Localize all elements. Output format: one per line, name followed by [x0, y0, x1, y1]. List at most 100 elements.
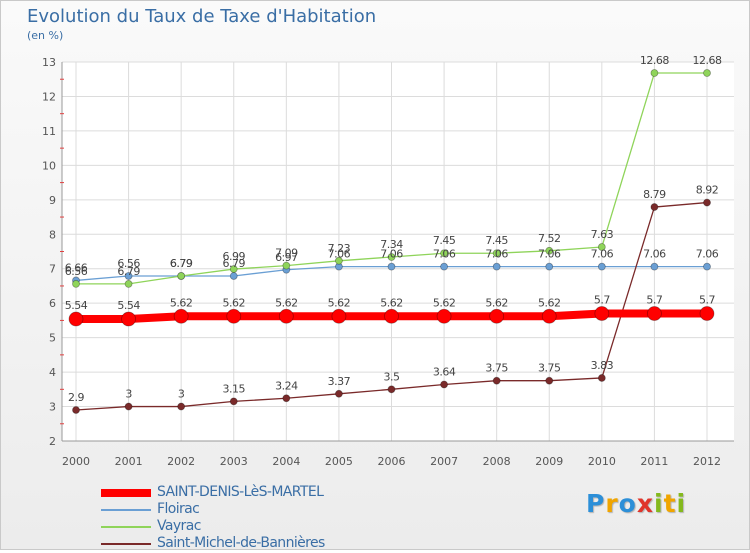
data-label: 3.75 [538, 362, 561, 375]
legend-label-saint-michel: Saint-Michel-de-Bannières [157, 535, 325, 551]
data-label: 6.66 [65, 261, 88, 274]
data-point [278, 308, 294, 324]
data-label: 5.62 [170, 296, 193, 309]
data-label: 6.56 [65, 265, 88, 278]
x-tick-label: 2004 [272, 455, 300, 468]
legend-swatch-vayrac [101, 526, 151, 528]
data-label: 5.62 [380, 296, 403, 309]
data-point [124, 402, 133, 411]
logo-letter: r [605, 489, 619, 518]
legend-swatch-saint-michel [101, 543, 151, 545]
proxiti-logo: Proxiti [586, 489, 686, 518]
data-point [489, 308, 505, 324]
data-point [387, 262, 396, 271]
unit-label: (en %) [27, 29, 64, 42]
data-label: 7.06 [328, 248, 351, 261]
data-label: 3.83 [591, 359, 614, 372]
data-point [703, 262, 711, 271]
logo-letter: x [636, 489, 654, 518]
x-tick-label: 2007 [430, 455, 458, 468]
legend-label-vayrac: Vayrac [157, 518, 201, 534]
x-tick-label: 2002 [167, 455, 195, 468]
x-tick-label: 2003 [220, 455, 248, 468]
data-point [650, 262, 659, 271]
data-label: 2.9 [68, 391, 84, 404]
data-label: 7.06 [485, 248, 508, 261]
data-label: 7.06 [380, 248, 403, 261]
data-point [650, 69, 659, 77]
data-label: 3 [125, 388, 132, 401]
legend-label-floirac: Floirac [157, 501, 200, 517]
data-label: 5.62 [223, 296, 246, 309]
y-tick-label: 11 [42, 125, 56, 138]
y-tick-label: 2 [49, 435, 56, 448]
y-tick-label: 6 [49, 297, 56, 310]
data-point [597, 262, 606, 271]
data-label: 3.75 [485, 362, 508, 375]
data-label: 6.99 [223, 250, 246, 263]
logo-letter: P [586, 489, 606, 518]
data-point [121, 311, 136, 327]
chart-title: Evolution du Taux de Taxe d'Habitation [27, 6, 377, 27]
data-label: 3.64 [433, 365, 456, 378]
legend-swatch-floirac [101, 509, 151, 511]
data-point [436, 308, 452, 324]
data-label: 5.62 [433, 296, 456, 309]
data-point [703, 69, 711, 77]
data-point [229, 272, 238, 280]
data-label: 6.79 [170, 257, 193, 270]
logo-letter: i [654, 489, 664, 518]
data-point [72, 279, 80, 288]
data-point [173, 308, 189, 324]
data-point [597, 374, 606, 382]
data-label: 7.23 [328, 242, 351, 255]
data-label: 5.62 [485, 296, 508, 309]
data-label: 5.7 [699, 294, 715, 307]
data-point [492, 376, 501, 385]
y-tick-label: 10 [42, 159, 56, 172]
logo-letter: i [676, 489, 687, 518]
data-point [335, 389, 343, 398]
y-tick-label: 7 [49, 263, 56, 276]
plot-area [62, 62, 734, 441]
data-point [545, 246, 554, 255]
data-label: 5.7 [646, 294, 662, 307]
data-point [594, 306, 610, 321]
data-point [440, 249, 448, 258]
data-label: 5.7 [594, 294, 610, 307]
y-tick-label: 9 [49, 194, 56, 207]
data-point [440, 380, 448, 389]
data-point [177, 272, 186, 280]
data-point [229, 265, 238, 273]
data-label: 7.45 [485, 234, 508, 247]
data-point [331, 308, 347, 324]
data-label: 7.06 [696, 248, 719, 261]
logo-letter: o [618, 489, 637, 518]
data-point [703, 198, 711, 207]
data-point [335, 256, 343, 265]
data-label: 7.06 [591, 248, 614, 261]
data-point [647, 306, 662, 321]
data-label: 5.62 [538, 296, 561, 309]
data-label: 5.62 [328, 296, 351, 309]
data-label: 5.54 [117, 299, 140, 312]
y-tick-label: 8 [49, 228, 56, 241]
data-label: 7.06 [538, 248, 561, 261]
data-point [384, 308, 399, 324]
data-label: 6.97 [275, 251, 298, 264]
data-point [177, 402, 186, 411]
data-label: 5.54 [65, 299, 88, 312]
data-label: 7.63 [591, 228, 614, 241]
data-point [124, 272, 133, 280]
x-tick-label: 2006 [378, 455, 406, 468]
data-point [597, 243, 606, 251]
data-point [68, 311, 84, 327]
x-tick-label: 2012 [693, 455, 721, 468]
y-tick-label: 13 [42, 56, 56, 69]
data-point [545, 262, 554, 271]
data-label: 7.52 [538, 232, 561, 245]
x-tick-label: 2005 [325, 455, 353, 468]
data-point [650, 203, 659, 211]
data-label: 3.15 [223, 382, 246, 395]
